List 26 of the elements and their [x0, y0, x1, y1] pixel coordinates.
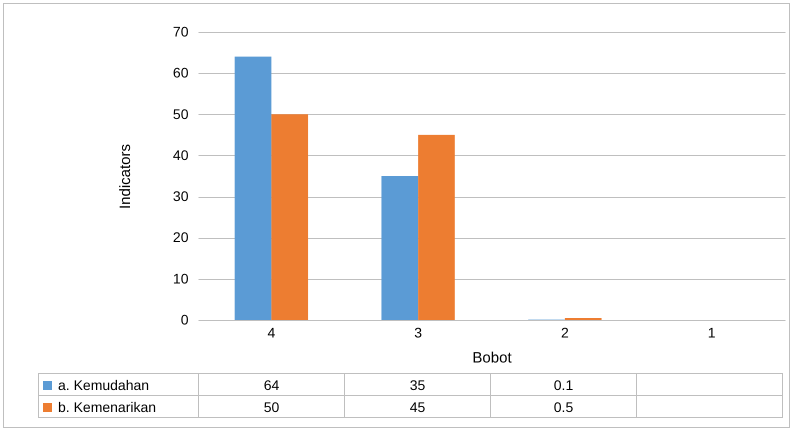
- y-tick-label: 20: [172, 229, 189, 246]
- bar: [234, 56, 272, 320]
- data-label: 0.1: [490, 374, 636, 396]
- x-tick-label: 3: [414, 324, 422, 340]
- legend-label: b. Kemenarikan: [38, 396, 198, 418]
- y-tick-label: 60: [172, 64, 189, 81]
- y-tick-label: 0: [180, 312, 189, 328]
- legend-label: a. Kemudahan: [38, 374, 198, 396]
- bar: [271, 114, 308, 320]
- y-tick-label: 50: [172, 106, 189, 122]
- y-tick-label: 30: [172, 188, 189, 204]
- data-label: 64: [198, 374, 344, 396]
- bar: [381, 176, 418, 320]
- bar: [418, 134, 455, 320]
- data-label: 45: [344, 396, 490, 418]
- x-axis-title: Bobot: [472, 350, 512, 366]
- y-axis-title: Indicators: [116, 144, 134, 210]
- x-tick-label: 1: [708, 324, 716, 340]
- data-label: 35: [344, 374, 490, 396]
- x-tick-label: 4: [267, 324, 276, 340]
- x-tick-label: 2: [560, 324, 569, 340]
- data-label: 50: [198, 396, 344, 418]
- y-tick-label: 40: [172, 146, 189, 163]
- y-tick-label: 70: [172, 24, 189, 40]
- y-tick-label: 10: [172, 270, 189, 286]
- data-label: 0.5: [490, 396, 636, 418]
